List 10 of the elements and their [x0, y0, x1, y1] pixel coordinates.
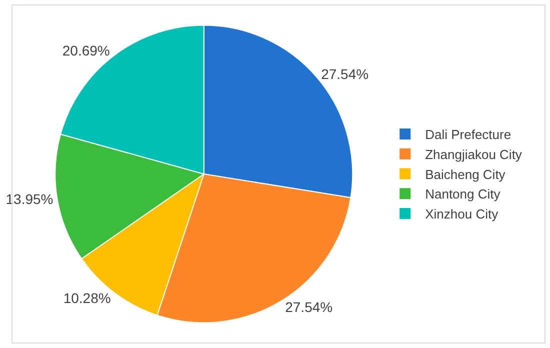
data-label: 10.28% [63, 290, 111, 306]
legend-label: Baicheng City [425, 166, 506, 182]
data-label: 20.69% [62, 42, 110, 59]
legend-label: Xinzhou City [425, 206, 499, 222]
legend-label: Zhangjiakou City [425, 146, 522, 162]
data-label: 27.54% [321, 66, 369, 82]
legend-label: Nantong City [425, 186, 501, 202]
data-label: 13.95% [6, 191, 54, 208]
data-label: 27.54% [285, 298, 333, 315]
legend-label: Dali Prefecture [425, 127, 512, 142]
